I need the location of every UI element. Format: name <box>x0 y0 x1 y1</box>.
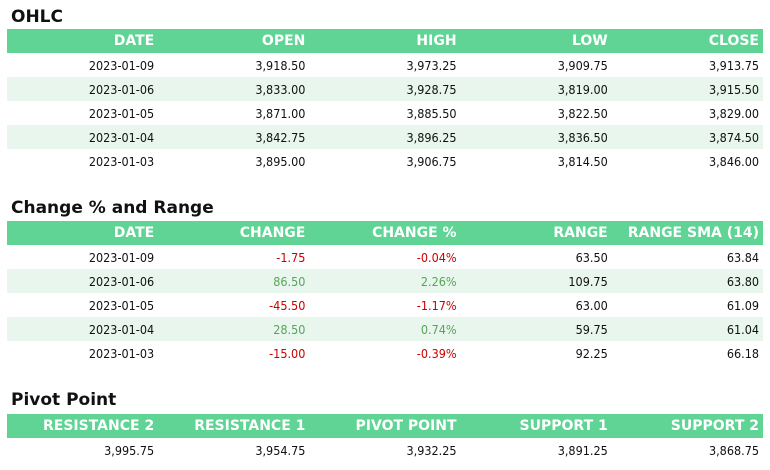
pivot-title: Pivot Point <box>11 390 117 410</box>
header-date: DATE <box>7 29 159 53</box>
cell-open: 3,918.50 <box>255 57 306 73</box>
cell-date: 2023-01-06 <box>7 269 159 293</box>
cell-date: 2023-01-04 <box>7 317 159 341</box>
cell-open: 3,871.00 <box>255 105 306 121</box>
cell-range: 92.25 <box>575 345 608 361</box>
cell-range: 63.50 <box>575 249 608 265</box>
table-row: 3,995.75 3,954.75 3,932.25 3,891.25 3,86… <box>7 438 763 462</box>
header-range-sma: RANGE SMA (14) <box>611 221 763 245</box>
change-table: DATE CHANGE CHANGE % RANGE RANGE SMA (14… <box>7 221 763 365</box>
cell-date: 2023-01-05 <box>88 297 155 313</box>
cell-change-percent: 0.74% <box>309 317 461 341</box>
table-row: 2023-01-03 -15.00 -0.39% 92.25 66.18 <box>7 341 763 365</box>
pivot-header-row: RESISTANCE 2 RESISTANCE 1 PIVOT POINT SU… <box>7 414 763 438</box>
cell-range: 59.75 <box>460 317 612 341</box>
cell-change-percent: -1.17% <box>416 297 457 313</box>
cell-open: 3,833.00 <box>158 77 310 101</box>
table-row: 2023-01-04 28.50 0.74% 59.75 61.04 <box>7 317 763 341</box>
cell-date: 2023-01-03 <box>88 345 155 361</box>
table-row: 2023-01-06 3,833.00 3,928.75 3,819.00 3,… <box>7 77 763 101</box>
header-range: RANGE <box>460 221 612 245</box>
cell-date: 2023-01-03 <box>88 153 155 169</box>
cell-close: 3,829.00 <box>708 105 759 121</box>
cell-low: 3,819.00 <box>460 77 612 101</box>
cell-range-sma: 63.80 <box>611 269 763 293</box>
cell-change-percent: -0.04% <box>416 249 457 265</box>
cell-range-sma: 61.09 <box>726 297 759 313</box>
table-row: 2023-01-09 -1.75 -0.04% 63.50 63.84 <box>7 245 763 269</box>
table-row: 2023-01-05 -45.50 -1.17% 63.00 61.09 <box>7 293 763 317</box>
header-pivot-point: PIVOT POINT <box>309 414 461 438</box>
cell-change: 28.50 <box>158 317 310 341</box>
cell-high: 3,928.75 <box>309 77 461 101</box>
cell-resistance-1: 3,954.75 <box>255 442 306 458</box>
header-resistance-1: RESISTANCE 1 <box>158 414 310 438</box>
table-row: 2023-01-04 3,842.75 3,896.25 3,836.50 3,… <box>7 125 763 149</box>
header-high: HIGH <box>309 29 461 53</box>
cell-close: 3,874.50 <box>611 125 763 149</box>
cell-change-percent: -0.39% <box>416 345 457 361</box>
cell-change: -1.75 <box>276 249 306 265</box>
cell-pivot-point: 3,932.25 <box>406 442 457 458</box>
cell-range-sma: 63.84 <box>726 249 759 265</box>
pivot-table: RESISTANCE 2 RESISTANCE 1 PIVOT POINT SU… <box>7 414 763 462</box>
header-close: CLOSE <box>611 29 763 53</box>
cell-open: 3,895.00 <box>255 153 306 169</box>
cell-date: 2023-01-09 <box>88 57 155 73</box>
cell-support-2: 3,868.75 <box>708 442 759 458</box>
table-row: 2023-01-09 3,918.50 3,973.25 3,909.75 3,… <box>7 53 763 77</box>
cell-close: 3,913.75 <box>708 57 759 73</box>
table-row: 2023-01-06 86.50 2.26% 109.75 63.80 <box>7 269 763 293</box>
table-row: 2023-01-03 3,895.00 3,906.75 3,814.50 3,… <box>7 149 763 173</box>
ohlc-header-row: DATE OPEN HIGH LOW CLOSE <box>7 29 763 53</box>
ohlc-title: OHLC <box>11 7 63 27</box>
header-low: LOW <box>460 29 612 53</box>
header-support-2: SUPPORT 2 <box>611 414 763 438</box>
cell-close: 3,915.50 <box>611 77 763 101</box>
change-title: Change % and Range <box>11 198 214 218</box>
cell-date: 2023-01-09 <box>88 249 155 265</box>
cell-low: 3,836.50 <box>460 125 612 149</box>
cell-low: 3,814.50 <box>557 153 608 169</box>
header-resistance-2: RESISTANCE 2 <box>7 414 159 438</box>
cell-change: -15.00 <box>269 345 306 361</box>
cell-range: 63.00 <box>575 297 608 313</box>
ohlc-table: DATE OPEN HIGH LOW CLOSE 2023-01-09 3,91… <box>7 29 763 173</box>
cell-support-1: 3,891.25 <box>557 442 608 458</box>
cell-date: 2023-01-05 <box>88 105 155 121</box>
cell-range-sma: 66.18 <box>726 345 759 361</box>
header-support-1: SUPPORT 1 <box>460 414 612 438</box>
change-header-row: DATE CHANGE CHANGE % RANGE RANGE SMA (14… <box>7 221 763 245</box>
table-row: 2023-01-05 3,871.00 3,885.50 3,822.50 3,… <box>7 101 763 125</box>
cell-high: 3,906.75 <box>406 153 457 169</box>
cell-low: 3,822.50 <box>557 105 608 121</box>
header-change-percent: CHANGE % <box>309 221 461 245</box>
cell-change-percent: 2.26% <box>309 269 461 293</box>
cell-date: 2023-01-04 <box>7 125 159 149</box>
cell-close: 3,846.00 <box>708 153 759 169</box>
cell-date: 2023-01-06 <box>7 77 159 101</box>
cell-low: 3,909.75 <box>557 57 608 73</box>
header-change: CHANGE <box>158 221 310 245</box>
cell-range-sma: 61.04 <box>611 317 763 341</box>
cell-resistance-2: 3,995.75 <box>104 442 155 458</box>
cell-change: 86.50 <box>158 269 310 293</box>
cell-high: 3,885.50 <box>406 105 457 121</box>
header-open: OPEN <box>158 29 310 53</box>
header-date: DATE <box>7 221 159 245</box>
cell-open: 3,842.75 <box>158 125 310 149</box>
cell-change: -45.50 <box>269 297 306 313</box>
cell-high: 3,973.25 <box>406 57 457 73</box>
cell-range: 109.75 <box>460 269 612 293</box>
cell-high: 3,896.25 <box>309 125 461 149</box>
